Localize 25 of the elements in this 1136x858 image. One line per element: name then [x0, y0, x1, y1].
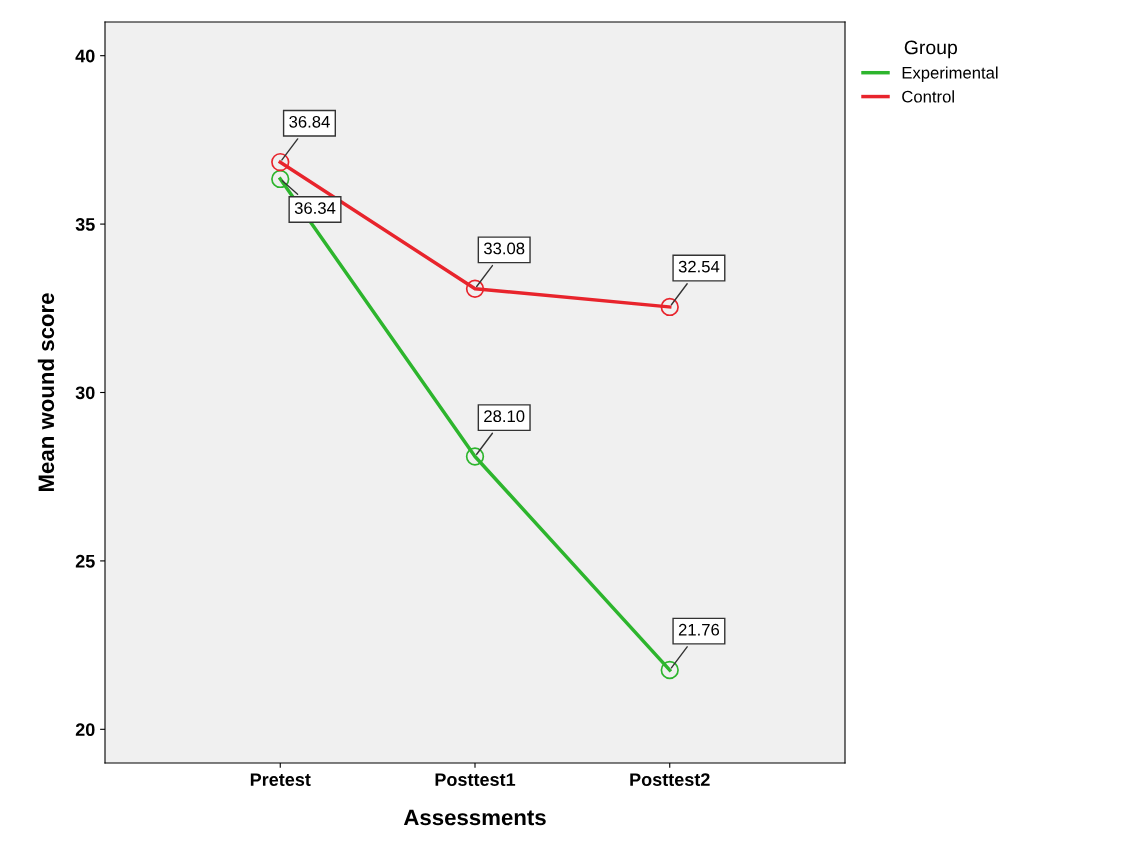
y-axis-title: Mean wound score — [37, 293, 55, 492]
y-tick-label: 30 — [75, 386, 95, 400]
point — [271, 169, 290, 189]
data-label: 36.84 — [289, 115, 330, 128]
legend-title: Group — [904, 40, 957, 59]
y-tick-label: 35 — [75, 218, 95, 231]
point — [465, 447, 485, 466]
legend-label: Experimental — [902, 66, 998, 82]
data-label: 32.54 — [678, 260, 720, 273]
point — [660, 297, 679, 317]
legend-label: Control — [902, 90, 954, 103]
data-label: 28.10 — [484, 410, 525, 423]
point — [465, 279, 485, 298]
x-tick-label: Pretest — [250, 773, 311, 786]
y-tick-label: 25 — [75, 554, 95, 568]
y-tick-label: 20 — [75, 723, 95, 737]
point — [660, 660, 679, 680]
y-tick-label: 40 — [75, 49, 95, 63]
point — [271, 152, 290, 172]
data-label: 33.08 — [483, 242, 525, 255]
data-label: 21.76 — [678, 623, 720, 636]
x-axis-title: Assessments — [403, 809, 546, 826]
x-tick-label: Posttest2 — [630, 773, 710, 786]
data-label: 36.34 — [294, 202, 336, 214]
x-tick-label: Posttest1 — [435, 773, 516, 786]
